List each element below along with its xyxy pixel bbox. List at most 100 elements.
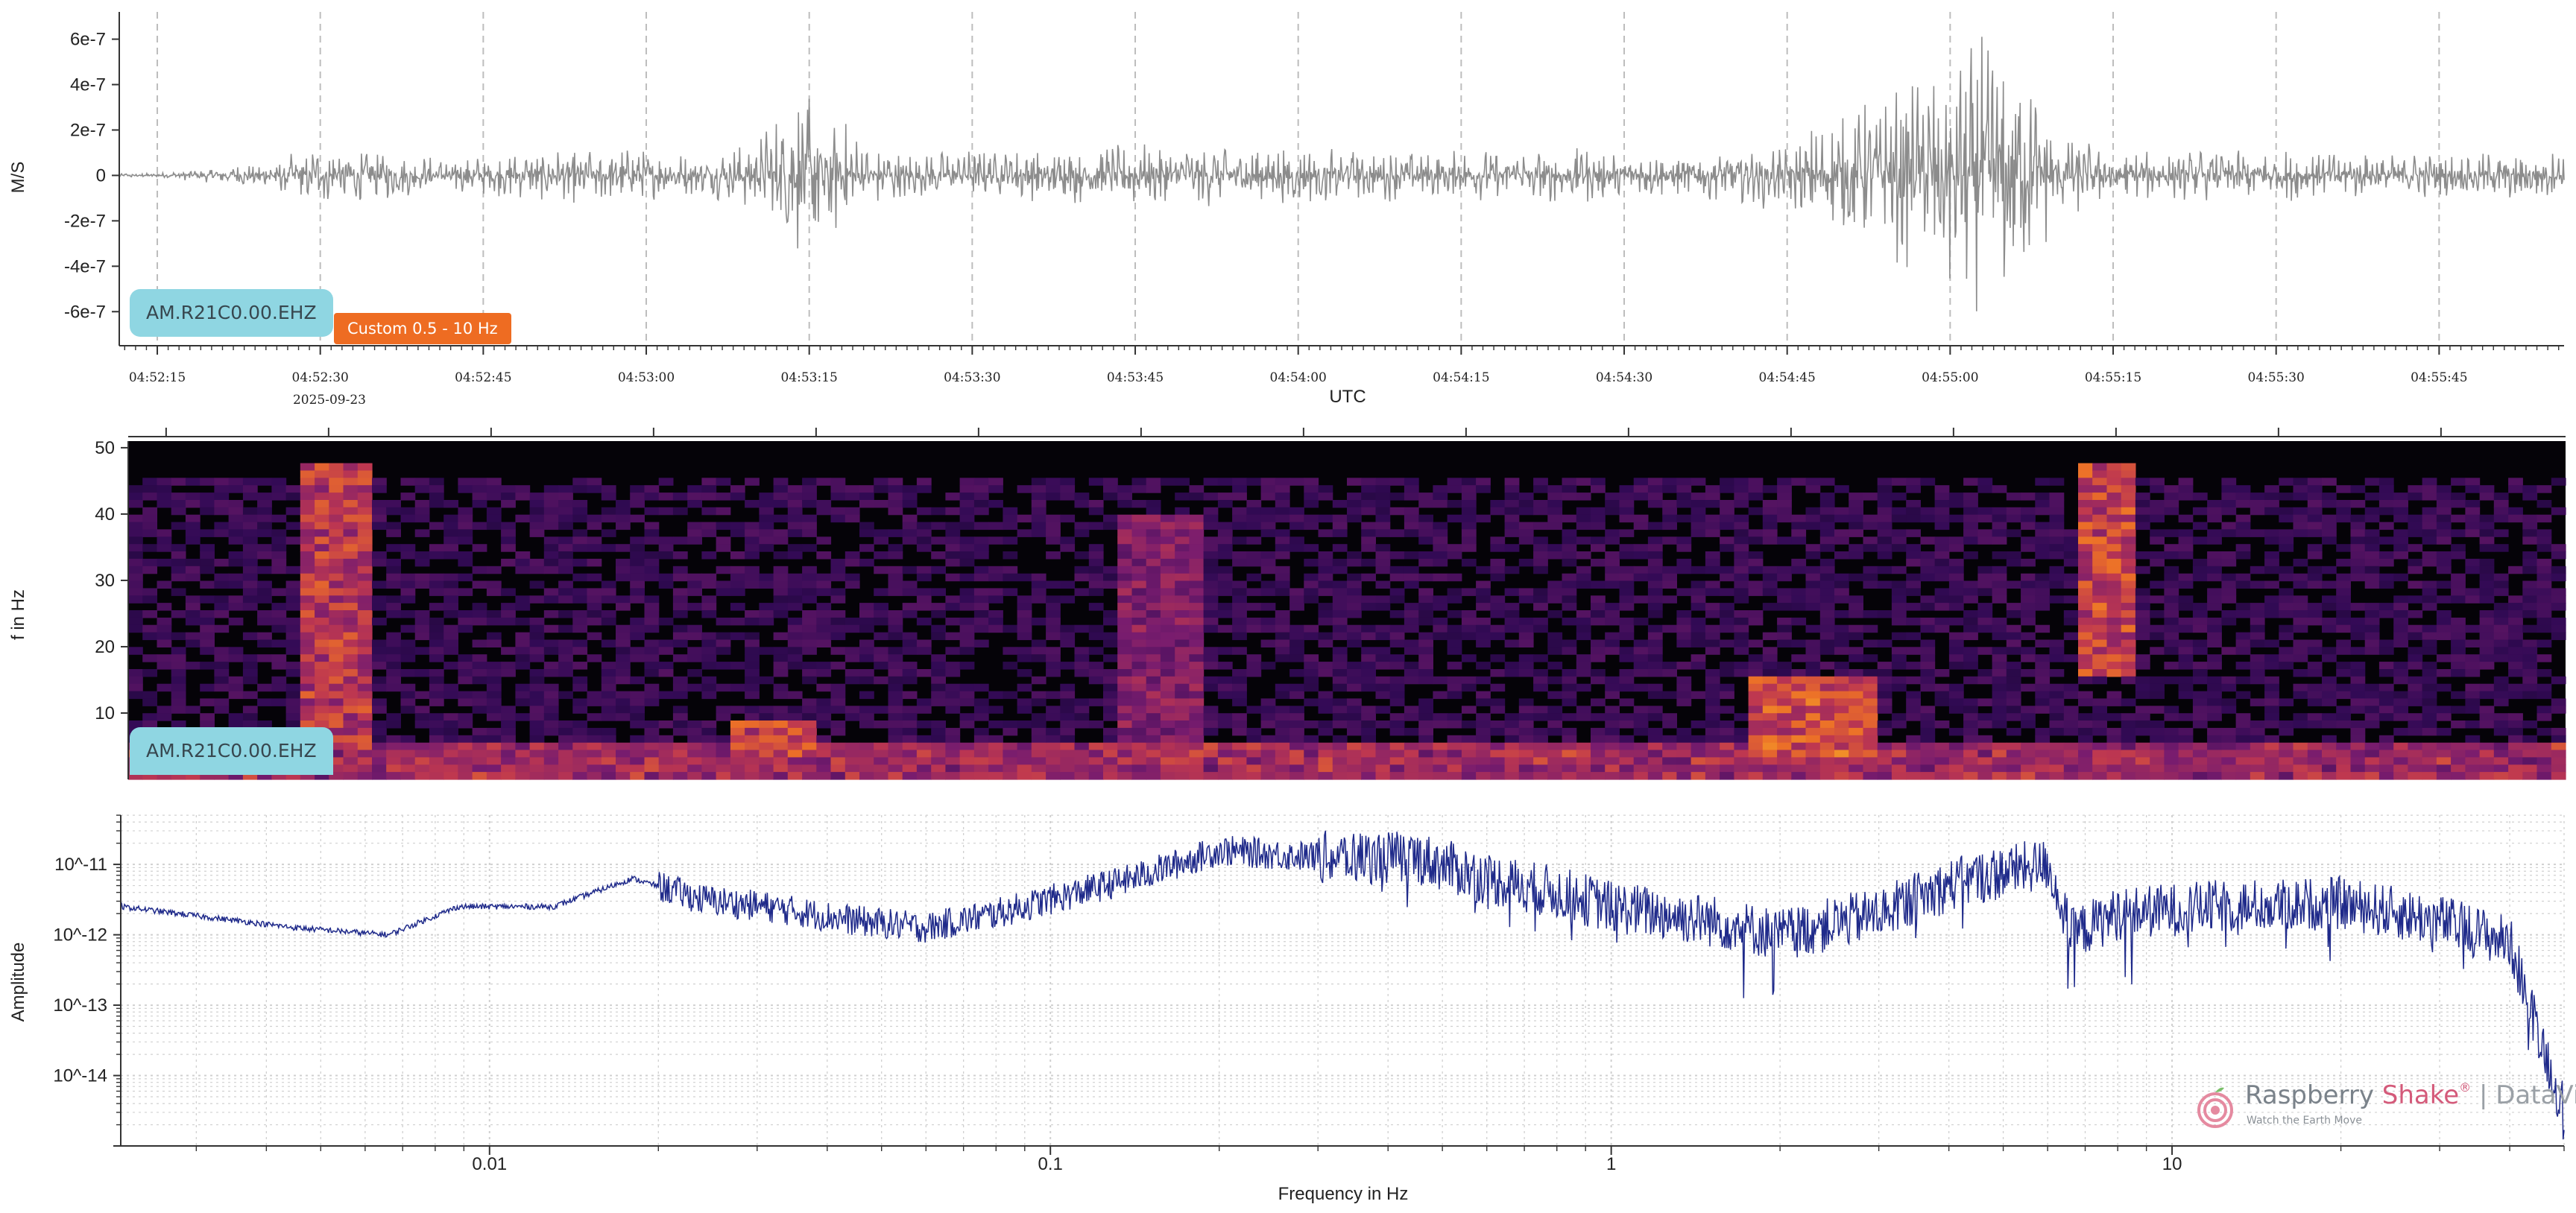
- spectrogram-cell: [916, 706, 932, 714]
- spectrogram-cell: [2121, 669, 2136, 677]
- spectrogram-cell: [1547, 485, 1563, 493]
- spectrogram-cell: [1160, 757, 1175, 765]
- spectrogram-cell: [1562, 544, 1577, 552]
- spectrogram-cell: [558, 580, 573, 589]
- spectrogram-cell: [888, 764, 903, 773]
- spectrogram-cell: [916, 750, 932, 758]
- spectrogram-cell: [2279, 698, 2294, 706]
- spectrogram-cell: [1906, 500, 1921, 508]
- spectrogram-cell: [1003, 720, 1018, 729]
- spectrogram-cell: [916, 529, 932, 537]
- spectrogram-cell: [1131, 742, 1147, 751]
- spectrogram-cell: [2178, 580, 2194, 589]
- spectrogram-cell: [1232, 617, 1247, 626]
- spectrogram-cell: [1906, 580, 1921, 589]
- spectrogram-cell: [1819, 536, 1835, 545]
- spectrogram-cell: [1777, 603, 1792, 611]
- spectrogram-cell: [1791, 713, 1807, 721]
- spectrogram-cell: [1734, 750, 1749, 758]
- spectrogram-cell: [558, 485, 573, 493]
- spectrogram-cell: [601, 662, 616, 670]
- spectrogram-cell: [357, 727, 373, 736]
- spectrogram-cell: [1791, 595, 1807, 604]
- spectrogram-cell: [2322, 647, 2337, 655]
- spectrogram-cell: [931, 764, 946, 773]
- spectrogram-cell: [1591, 698, 1606, 706]
- spectrogram-cell: [787, 514, 803, 523]
- spectrogram-cell: [171, 698, 186, 706]
- spectrogram-cell: [759, 573, 774, 582]
- spectrogram-cell: [2436, 757, 2452, 765]
- spectrogram-cell: [572, 772, 588, 780]
- spectrogram-cell: [658, 507, 674, 516]
- spectrogram-cell: [1605, 706, 1620, 714]
- spectrogram-cell: [2035, 772, 2051, 780]
- spectrogram-cell: [2192, 669, 2208, 677]
- spectrogram-cell: [2279, 573, 2294, 582]
- spectrogram-cell: [1849, 603, 1863, 611]
- spectrogram-cell: [2293, 764, 2308, 773]
- spectrogram-cell: [1605, 507, 1620, 516]
- spectrogram-cell: [1160, 654, 1175, 662]
- spectrogram-cell: [902, 529, 918, 537]
- spectrogram-cell: [343, 706, 359, 714]
- spectrogram-cell: [1203, 706, 1219, 714]
- spectrogram-cell: [1418, 610, 1433, 618]
- spectrogram-cell: [1017, 706, 1032, 714]
- spectrogram-cell: [2307, 720, 2323, 729]
- spectrogram-cell: [1676, 735, 1692, 744]
- spectrogram-cell: [759, 617, 774, 626]
- spectrogram-cell: [1117, 514, 1132, 523]
- spectrogram-cell: [214, 772, 230, 780]
- spectrogram-cell: [2106, 610, 2122, 618]
- spectrogram-cell: [773, 669, 789, 677]
- spectrogram-cell: [2264, 639, 2279, 647]
- spectrogram-cell: [644, 727, 660, 736]
- spectrogram-cell: [1418, 750, 1433, 758]
- spectrogram-cell: [300, 595, 315, 604]
- spectrogram-cell: [1289, 507, 1304, 516]
- spectrogram-cell: [1690, 588, 1706, 596]
- spectrogram-cell: [1619, 683, 1635, 692]
- spectrogram-cell: [945, 603, 961, 611]
- spectrogram-cell: [1131, 610, 1147, 618]
- spectrogram-cell: [315, 662, 329, 670]
- spectrogram-cell: [429, 757, 444, 765]
- spectrogram-cell: [1031, 522, 1046, 531]
- spectrogram-cell: [1117, 669, 1132, 677]
- spectrogram-cell: [1877, 757, 1892, 765]
- spectrogram-cell: [1404, 603, 1419, 611]
- spectrogram-cell: [2279, 478, 2294, 486]
- spectrogram-cell: [285, 662, 301, 670]
- spectrogram-cell: [2221, 588, 2237, 596]
- spectrogram-cell: [1849, 706, 1863, 714]
- spectrogram-cell: [1088, 624, 1104, 633]
- spectrogram-cell: [687, 720, 702, 729]
- spectrogram-cell: [1891, 493, 1907, 501]
- spectrogram-cell: [1948, 757, 1964, 765]
- spectrogram-cell: [1605, 757, 1620, 765]
- spectrogram-cell: [745, 676, 760, 685]
- spectrogram-cell: [2322, 603, 2337, 611]
- spectrogram-cell: [2035, 676, 2051, 685]
- spectrogram-cell: [630, 588, 645, 596]
- spectrogram-cell: [1605, 603, 1620, 611]
- spectrogram-cell: [1003, 727, 1018, 736]
- spectrogram-cell: [1318, 529, 1333, 537]
- spectrogram-cell: [1891, 478, 1907, 486]
- spectrogram-cell: [1476, 691, 1491, 700]
- spectrogram-cell: [2150, 772, 2165, 780]
- spectrogram-cell: [1791, 566, 1807, 574]
- spectrogram-cell: [558, 544, 573, 552]
- spectrogram-cell: [2378, 750, 2394, 758]
- spectrogram-cell: [2021, 536, 2036, 545]
- spectrogram-cell: [2264, 764, 2279, 773]
- spectrogram-cell: [630, 757, 645, 765]
- spectrogram-cell: [1189, 566, 1205, 574]
- spectrogram-cell: [931, 676, 946, 685]
- spectrogram-cell: [1791, 639, 1807, 647]
- spectrogram-cell: [285, 485, 301, 493]
- spectrogram-cell: [2006, 529, 2021, 537]
- spectrogram-cell: [902, 757, 918, 765]
- spectrogram-cell: [2192, 691, 2208, 700]
